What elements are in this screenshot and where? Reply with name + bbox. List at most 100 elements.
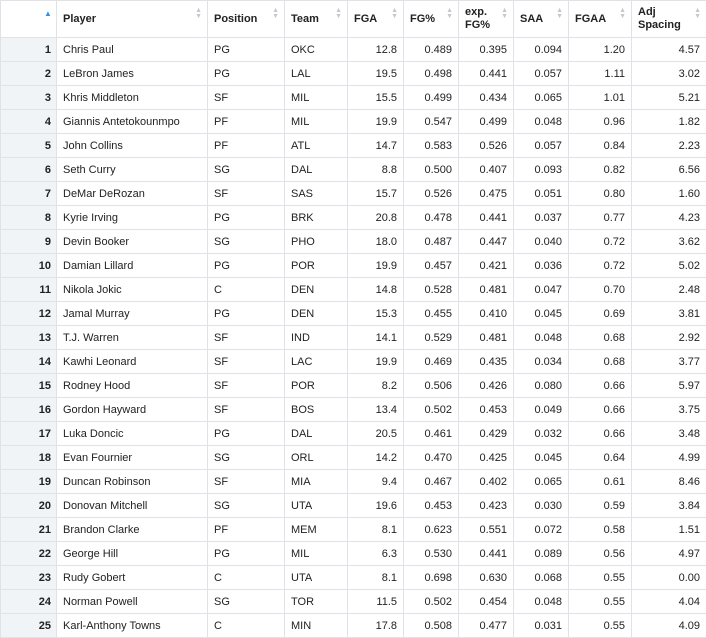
sort-toggle-icon[interactable]: ▲ ▼ bbox=[272, 7, 279, 20]
cell-fga: 14.1 bbox=[347, 325, 404, 350]
column-header-label: Adj Spacing bbox=[638, 6, 681, 31]
sort-toggle-icon[interactable]: ▲ ▼ bbox=[556, 7, 563, 20]
cell-fgpct: 0.453 bbox=[403, 493, 459, 518]
cell-saa: 0.045 bbox=[513, 301, 569, 326]
cell-index: 25 bbox=[0, 613, 57, 638]
table-row: 6 Seth Curry SG DAL 8.8 0.500 0.407 0.093 0.82 6.… bbox=[0, 157, 706, 182]
cell-position: PG bbox=[207, 421, 285, 446]
cell-fga: 18.0 bbox=[347, 229, 404, 254]
table-row: 17 Luka Doncic PG DAL 20.5 0.461 0.429 0.032 0.6… bbox=[0, 421, 706, 446]
cell-fgaa: 0.82 bbox=[568, 157, 632, 182]
cell-position: C bbox=[207, 277, 285, 302]
table-row: 23 Rudy Gobert C UTA 8.1 0.698 0.630 0.068 0.55 0… bbox=[0, 565, 706, 590]
cell-player: Giannis Antetokounmpo bbox=[56, 109, 208, 134]
cell-saa: 0.048 bbox=[513, 109, 569, 134]
cell-fgaa: 0.69 bbox=[568, 301, 632, 326]
table-row: 4 Giannis Antetokounmpo PF MIL 19.9 0.547 0.49… bbox=[0, 109, 706, 134]
table-body: 1 Chris Paul PG OKC 12.8 0.489 0.395 0.094 1.20 4… bbox=[0, 37, 706, 638]
cell-adj: 2.23 bbox=[631, 133, 706, 158]
cell-saa: 0.040 bbox=[513, 229, 569, 254]
sort-toggle-icon[interactable]: ▲ ▼ bbox=[619, 7, 626, 20]
column-header-fgpct[interactable]: FG% ▲ ▼ bbox=[403, 0, 459, 38]
cell-saa: 0.051 bbox=[513, 181, 569, 206]
cell-position: PG bbox=[207, 301, 285, 326]
cell-saa: 0.032 bbox=[513, 421, 569, 446]
cell-adj: 4.97 bbox=[631, 541, 706, 566]
cell-adj: 1.82 bbox=[631, 109, 706, 134]
cell-saa: 0.093 bbox=[513, 157, 569, 182]
cell-fgaa: 0.66 bbox=[568, 373, 632, 398]
cell-fga: 15.3 bbox=[347, 301, 404, 326]
sort-ascending-icon: ▲ bbox=[44, 9, 52, 18]
table-row: 2 LeBron James PG LAL 19.5 0.498 0.441 0.057 1.1… bbox=[0, 61, 706, 86]
cell-team: DEN bbox=[284, 301, 348, 326]
sort-toggle-icon[interactable]: ▲ ▼ bbox=[694, 7, 701, 20]
cell-index: 19 bbox=[0, 469, 57, 494]
cell-fgpct: 0.489 bbox=[403, 37, 459, 62]
table-row: 8 Kyrie Irving PG BRK 20.8 0.478 0.441 0.037 0.7… bbox=[0, 205, 706, 230]
column-header-fga[interactable]: FGA ▲ ▼ bbox=[347, 0, 404, 38]
sort-toggle-icon[interactable]: ▲ ▼ bbox=[391, 7, 398, 20]
cell-saa: 0.057 bbox=[513, 61, 569, 86]
cell-index: 23 bbox=[0, 565, 57, 590]
cell-expfg: 0.429 bbox=[458, 421, 514, 446]
cell-fgpct: 0.499 bbox=[403, 85, 459, 110]
column-header-position[interactable]: Position ▲ ▼ bbox=[207, 0, 285, 38]
cell-position: PG bbox=[207, 205, 285, 230]
cell-fgpct: 0.508 bbox=[403, 613, 459, 638]
column-header-expfg[interactable]: exp. FG% ▲ ▼ bbox=[458, 0, 514, 38]
column-header-team[interactable]: Team ▲ ▼ bbox=[284, 0, 348, 38]
cell-player: Jamal Murray bbox=[56, 301, 208, 326]
sort-toggle-icon[interactable]: ▲ ▼ bbox=[446, 7, 453, 20]
table-row: 14 Kawhi Leonard SF LAC 19.9 0.469 0.435 0.034 0… bbox=[0, 349, 706, 374]
cell-expfg: 0.453 bbox=[458, 397, 514, 422]
cell-team: MIA bbox=[284, 469, 348, 494]
cell-index: 14 bbox=[0, 349, 57, 374]
table-row: 9 Devin Booker SG PHO 18.0 0.487 0.447 0.040 0.7… bbox=[0, 229, 706, 254]
cell-adj: 1.60 bbox=[631, 181, 706, 206]
column-header-adj[interactable]: Adj Spacing ▲ ▼ bbox=[631, 0, 706, 38]
cell-position: SF bbox=[207, 85, 285, 110]
cell-player: Khris Middleton bbox=[56, 85, 208, 110]
cell-saa: 0.045 bbox=[513, 445, 569, 470]
cell-expfg: 0.423 bbox=[458, 493, 514, 518]
cell-fga: 14.2 bbox=[347, 445, 404, 470]
cell-player: T.J. Warren bbox=[56, 325, 208, 350]
cell-position: SF bbox=[207, 397, 285, 422]
cell-expfg: 0.551 bbox=[458, 517, 514, 542]
cell-team: MIN bbox=[284, 613, 348, 638]
cell-saa: 0.048 bbox=[513, 589, 569, 614]
cell-expfg: 0.395 bbox=[458, 37, 514, 62]
cell-player: Rodney Hood bbox=[56, 373, 208, 398]
cell-position: SG bbox=[207, 445, 285, 470]
cell-position: C bbox=[207, 565, 285, 590]
cell-fga: 20.5 bbox=[347, 421, 404, 446]
cell-saa: 0.036 bbox=[513, 253, 569, 278]
cell-fga: 14.7 bbox=[347, 133, 404, 158]
cell-saa: 0.031 bbox=[513, 613, 569, 638]
cell-index: 17 bbox=[0, 421, 57, 446]
cell-fga: 19.5 bbox=[347, 61, 404, 86]
cell-adj: 4.99 bbox=[631, 445, 706, 470]
column-header-saa[interactable]: SAA ▲ ▼ bbox=[513, 0, 569, 38]
cell-fga: 19.6 bbox=[347, 493, 404, 518]
sort-toggle-icon[interactable]: ▲ ▼ bbox=[195, 7, 202, 20]
cell-team: DEN bbox=[284, 277, 348, 302]
sort-toggle-icon[interactable]: ▲ ▼ bbox=[335, 7, 342, 20]
column-header-player[interactable]: Player ▲ ▼ bbox=[56, 0, 208, 38]
cell-fgaa: 1.20 bbox=[568, 37, 632, 62]
column-header-index[interactable]: ▲ bbox=[0, 0, 57, 38]
cell-adj: 3.81 bbox=[631, 301, 706, 326]
cell-expfg: 0.630 bbox=[458, 565, 514, 590]
column-header-fgaa[interactable]: FGAA ▲ ▼ bbox=[568, 0, 632, 38]
cell-team: BOS bbox=[284, 397, 348, 422]
cell-fgpct: 0.698 bbox=[403, 565, 459, 590]
sort-toggle-icon[interactable]: ▲ ▼ bbox=[501, 7, 508, 20]
cell-index: 18 bbox=[0, 445, 57, 470]
header-row: ▲ Player ▲ ▼ Position ▲ ▼ Team ▲ ▼ FGA ▲ ▼ FG% ▲ ▼ exp.… bbox=[0, 0, 706, 38]
cell-team: DAL bbox=[284, 157, 348, 182]
cell-fgaa: 0.68 bbox=[568, 325, 632, 350]
table-row: 13 T.J. Warren SF IND 14.1 0.529 0.481 0.048 0.6… bbox=[0, 325, 706, 350]
cell-fgaa: 0.80 bbox=[568, 181, 632, 206]
cell-fga: 19.9 bbox=[347, 253, 404, 278]
